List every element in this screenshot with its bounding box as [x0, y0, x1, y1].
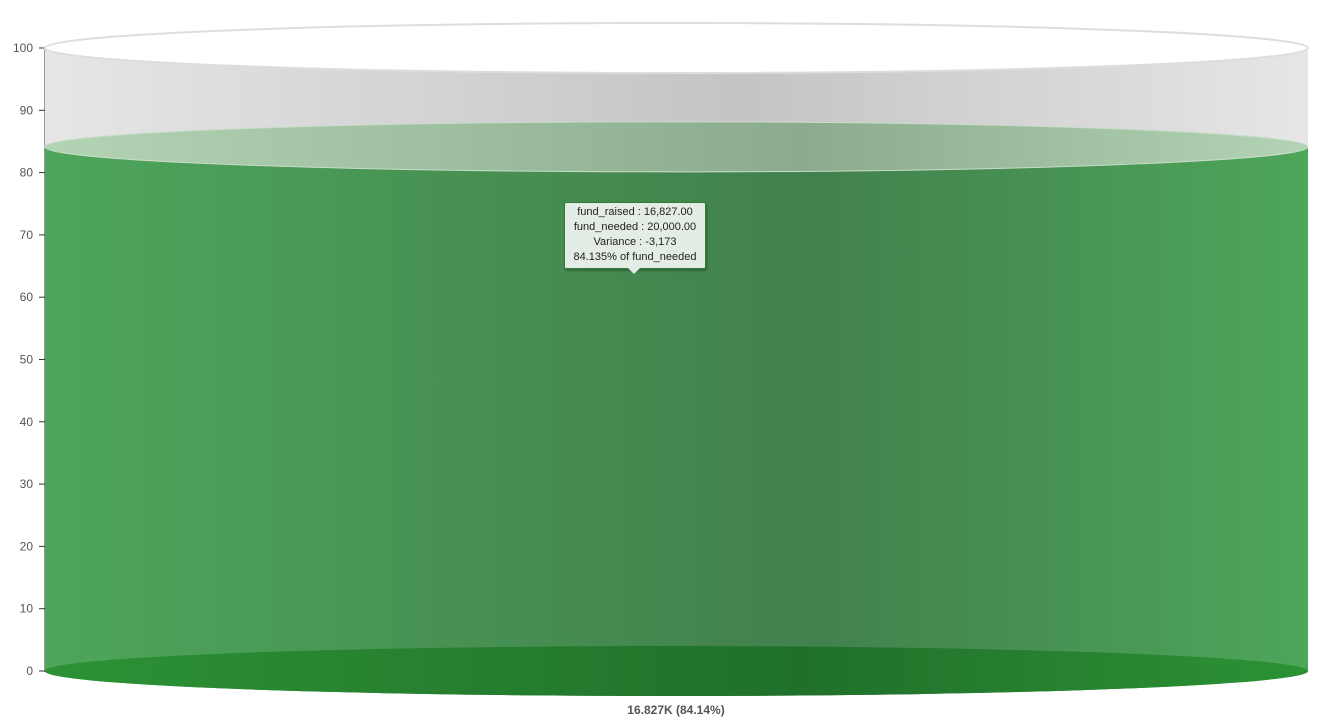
y-axis: 0 10 20 30 40 50 60 70 80 90 100	[13, 41, 46, 678]
y-tick-label: 40	[20, 415, 34, 429]
fill-body	[45, 146, 1308, 696]
tooltip-variance: Variance : -3,173	[593, 236, 677, 248]
cylinder-tank	[44, 22, 1309, 696]
tooltip-fund-needed: fund_needed : 20,000.00	[573, 221, 697, 233]
y-tick-label: 100	[13, 41, 33, 55]
fill-surface	[44, 121, 1309, 173]
y-tick-label: 80	[20, 166, 34, 180]
cylinder-top	[44, 22, 1309, 74]
y-tick-label: 50	[20, 353, 34, 367]
y-tick-label: 20	[20, 539, 34, 553]
y-tick-label: 30	[20, 477, 34, 491]
y-tick-label: 90	[20, 103, 34, 117]
tooltip-fund-raised: fund_raised : 16,827.00	[577, 206, 693, 218]
y-tick-label: 10	[20, 602, 34, 616]
y-tick-label: 70	[20, 228, 34, 242]
tooltip: fund_raised : 16,827.00 fund_needed : 20…	[564, 202, 706, 274]
y-tick-label: 60	[20, 290, 34, 304]
cylinder-bottom	[45, 646, 1308, 696]
value-label: 16.827K (84.14%)	[627, 703, 724, 717]
y-tick-label: 0	[26, 664, 33, 678]
tooltip-percent: 84.135% of fund_needed	[573, 251, 697, 263]
